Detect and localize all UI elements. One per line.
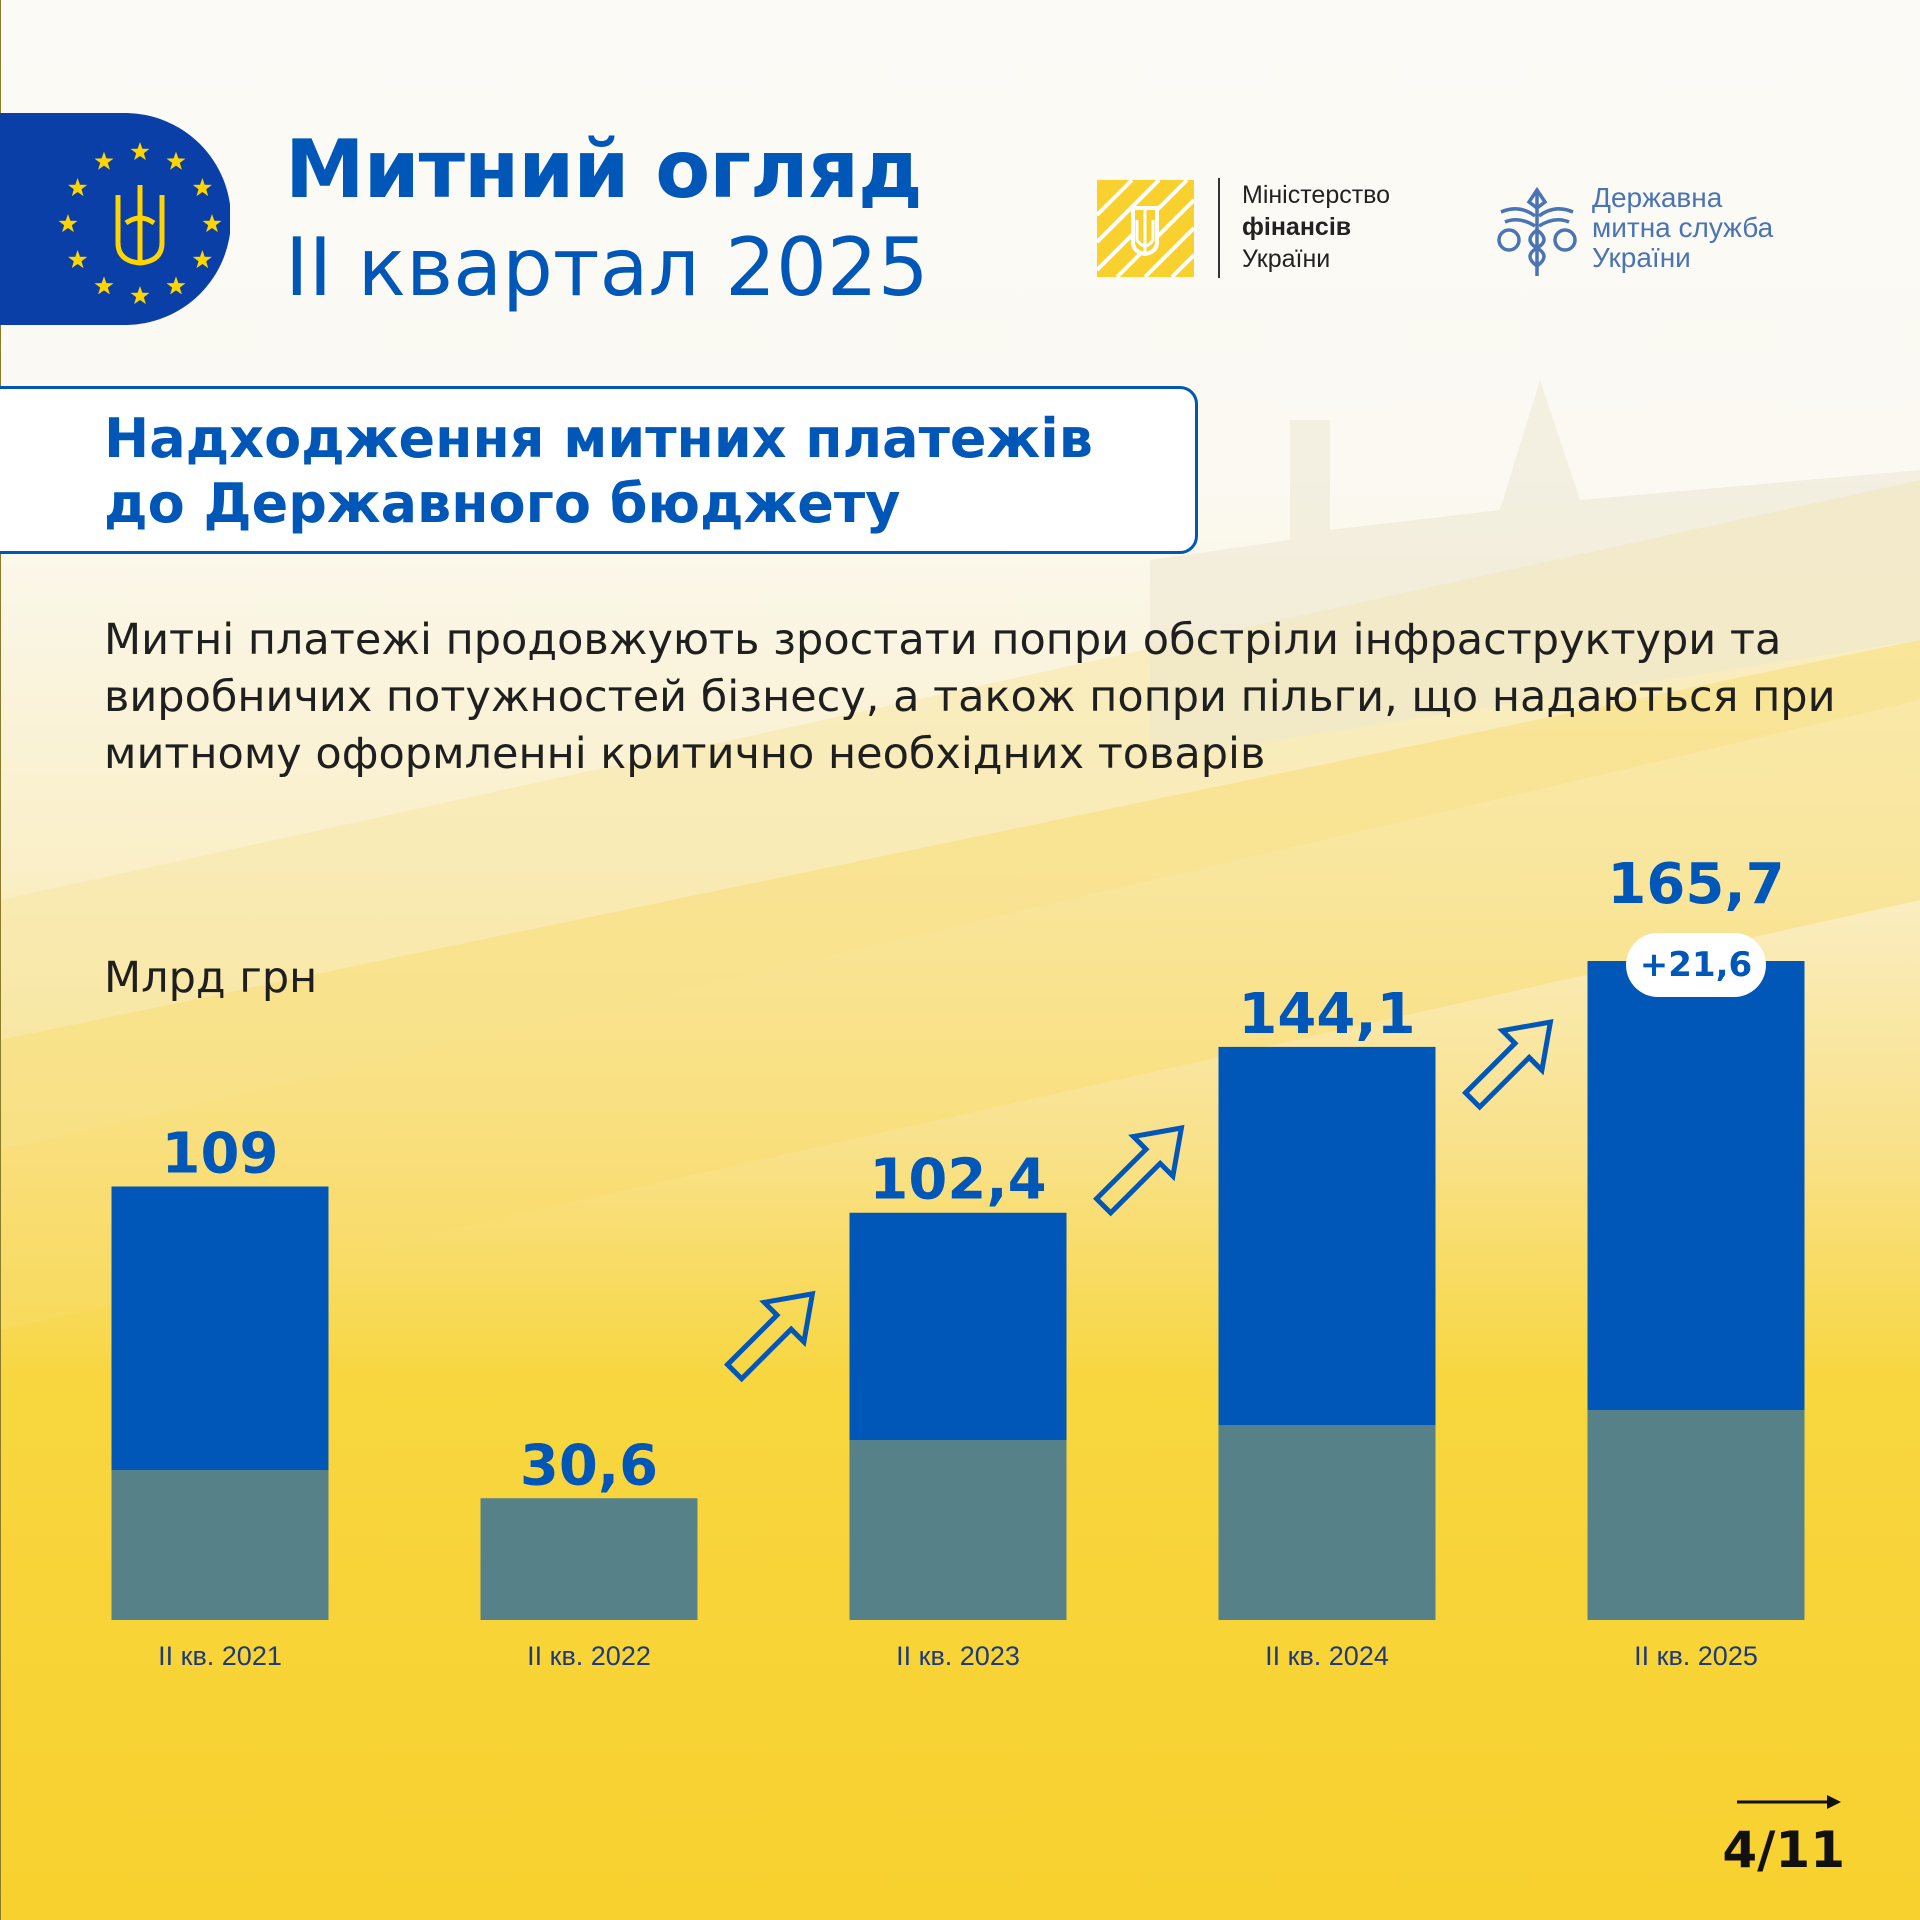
eu-star-icon [202,214,222,233]
x-tick-label: ІІ кв. 2024 [1265,1641,1389,1671]
x-tick-label: ІІ кв. 2025 [1634,1641,1758,1671]
minfin-name-line1: Міністерство [1242,181,1391,209]
bar-value-label: 144,1 [1238,982,1415,1047]
x-tick-label: ІІ кв. 2023 [896,1641,1020,1671]
growth-arrow-icon [1093,1124,1185,1217]
bar [111,1186,329,1620]
growth-arrow-icon [1462,1019,1554,1111]
minfin-name-line3: України [1242,245,1331,273]
section-title-box [0,386,1198,554]
bar [480,1498,698,1620]
ministry-of-finance-logo-icon [1097,180,1194,277]
eu-star-icon [130,142,150,161]
eu-flag-emblem [0,113,230,325]
bar-value-label: 165,7 [1607,852,1784,917]
next-page-arrow-icon[interactable] [1735,1790,1845,1814]
growth-delta-badge: +21,6 [1626,933,1766,997]
bar [1218,1046,1436,1620]
y-axis-unit-label: Млрд грн [104,953,318,1003]
bar-value-label: 102,4 [869,1148,1046,1213]
eu-star-icon [166,276,186,295]
section-title-line2: до Державного бюджету [104,472,901,535]
eu-star-icon [94,276,114,295]
bar-fade [1587,1410,1805,1620]
page-number: 4/11 [1722,1821,1845,1879]
x-tick-label: ІІ кв. 2022 [527,1641,651,1671]
bar-value-label: 109 [162,1121,279,1186]
customs-name-line3: України [1592,242,1691,273]
bar-group: 144,1 ІІ кв. 2024 [1218,982,1436,1671]
x-tick-label: ІІ кв. 2021 [158,1641,282,1671]
customs-service-logo-icon [1497,186,1577,276]
growth-arrow-icon [724,1290,816,1383]
eu-star-icon [68,250,88,269]
page-title: Митний огляд [285,123,923,216]
eu-star-icon [192,250,212,269]
customs-name-line2: митна служба [1592,212,1774,243]
bar-group: 165,7 ІІ кв. 2025 [1587,852,1805,1671]
customs-name-line1: Державна [1592,182,1723,213]
growth-delta-label: +21,6 [1640,945,1752,985]
page-subtitle: ІІ квартал 2025 [285,221,929,314]
eu-star-icon [94,151,114,170]
bar-fade [849,1440,1067,1620]
bar-group: 30,6 ІІ кв. 2022 [480,1433,698,1671]
eu-star-icon [166,151,186,170]
minfin-name-line2: фінансів [1242,213,1352,241]
bar-group: 109 ІІ кв. 2021 [111,1121,329,1671]
logo-divider [1218,178,1220,278]
bar-fade [111,1470,329,1620]
eu-star-icon [192,178,212,197]
bar [1587,961,1805,1620]
eu-star-icon [130,286,150,305]
eu-star-icon [58,214,78,233]
bar-fade [1218,1425,1436,1620]
description-text: Митні платежі продовжують зростати попри… [104,615,1836,779]
bar-value-label: 30,6 [520,1433,658,1498]
section-title-line1: Надходження митних платежів [104,407,1093,470]
bar [849,1212,1067,1620]
bar-fade [480,1498,698,1620]
trident-icon [115,185,165,266]
bar-group: 102,4 ІІ кв. 2023 [849,1148,1067,1671]
eu-star-icon [68,178,88,197]
